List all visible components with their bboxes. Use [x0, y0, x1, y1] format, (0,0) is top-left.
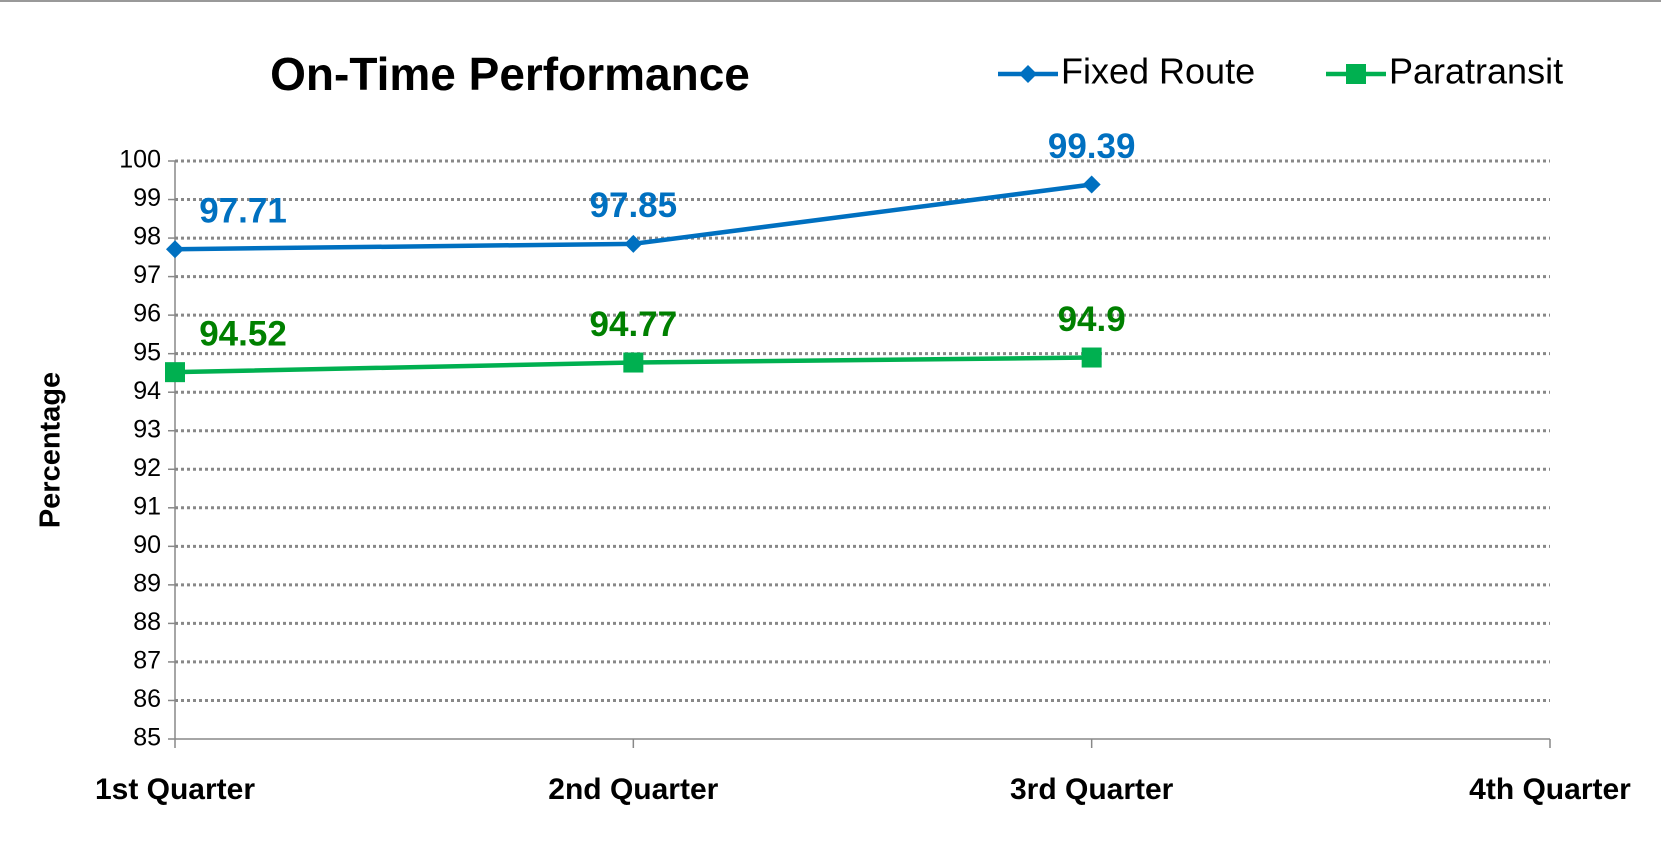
- point-marker: [166, 240, 184, 259]
- point-marker: [623, 352, 644, 373]
- x-tick-label: 4th Quarter: [1469, 773, 1631, 806]
- data-label: 99.39: [1048, 127, 1136, 166]
- data-label: 94.52: [199, 314, 287, 353]
- y-tick-label: 94: [133, 377, 161, 405]
- y-tick-label: 96: [133, 300, 161, 328]
- legend-marker: [1346, 64, 1366, 84]
- data-label: 94.77: [590, 305, 678, 344]
- y-tick-label: 86: [133, 685, 161, 713]
- point-marker: [1082, 175, 1101, 194]
- y-tick-label: 93: [133, 415, 161, 443]
- data-label: 94.9: [1058, 300, 1126, 339]
- data-label: 97.85: [590, 186, 678, 225]
- y-tick-label: 90: [133, 531, 161, 559]
- y-tick-label: 91: [133, 492, 161, 520]
- y-tick-label: 98: [133, 223, 161, 251]
- y-axis-label: Percentage: [35, 372, 67, 528]
- point-marker: [165, 362, 185, 383]
- y-tick-label: 99: [133, 184, 161, 212]
- y-tick-label: 97: [133, 261, 161, 289]
- y-tick-label: 89: [133, 569, 161, 597]
- legend-label: Paratransit: [1389, 51, 1563, 92]
- y-tick-label: 87: [133, 647, 161, 675]
- y-tick-label: 92: [133, 454, 161, 482]
- chart-title: On-Time Performance: [270, 48, 750, 100]
- x-tick-label: 3rd Quarter: [1010, 773, 1174, 806]
- point-marker: [1081, 347, 1102, 368]
- x-tick-label: 2nd Quarter: [548, 773, 718, 806]
- data-label: 97.71: [199, 191, 287, 230]
- point-marker: [624, 234, 643, 253]
- y-tick-label: 95: [133, 338, 161, 366]
- legend-label: Fixed Route: [1061, 51, 1255, 92]
- y-tick-label: 85: [133, 724, 161, 752]
- legend-marker: [1019, 65, 1037, 83]
- y-tick-label: 88: [133, 608, 161, 636]
- y-tick-label: 100: [119, 146, 161, 174]
- x-tick-label: 1st Quarter: [95, 773, 255, 806]
